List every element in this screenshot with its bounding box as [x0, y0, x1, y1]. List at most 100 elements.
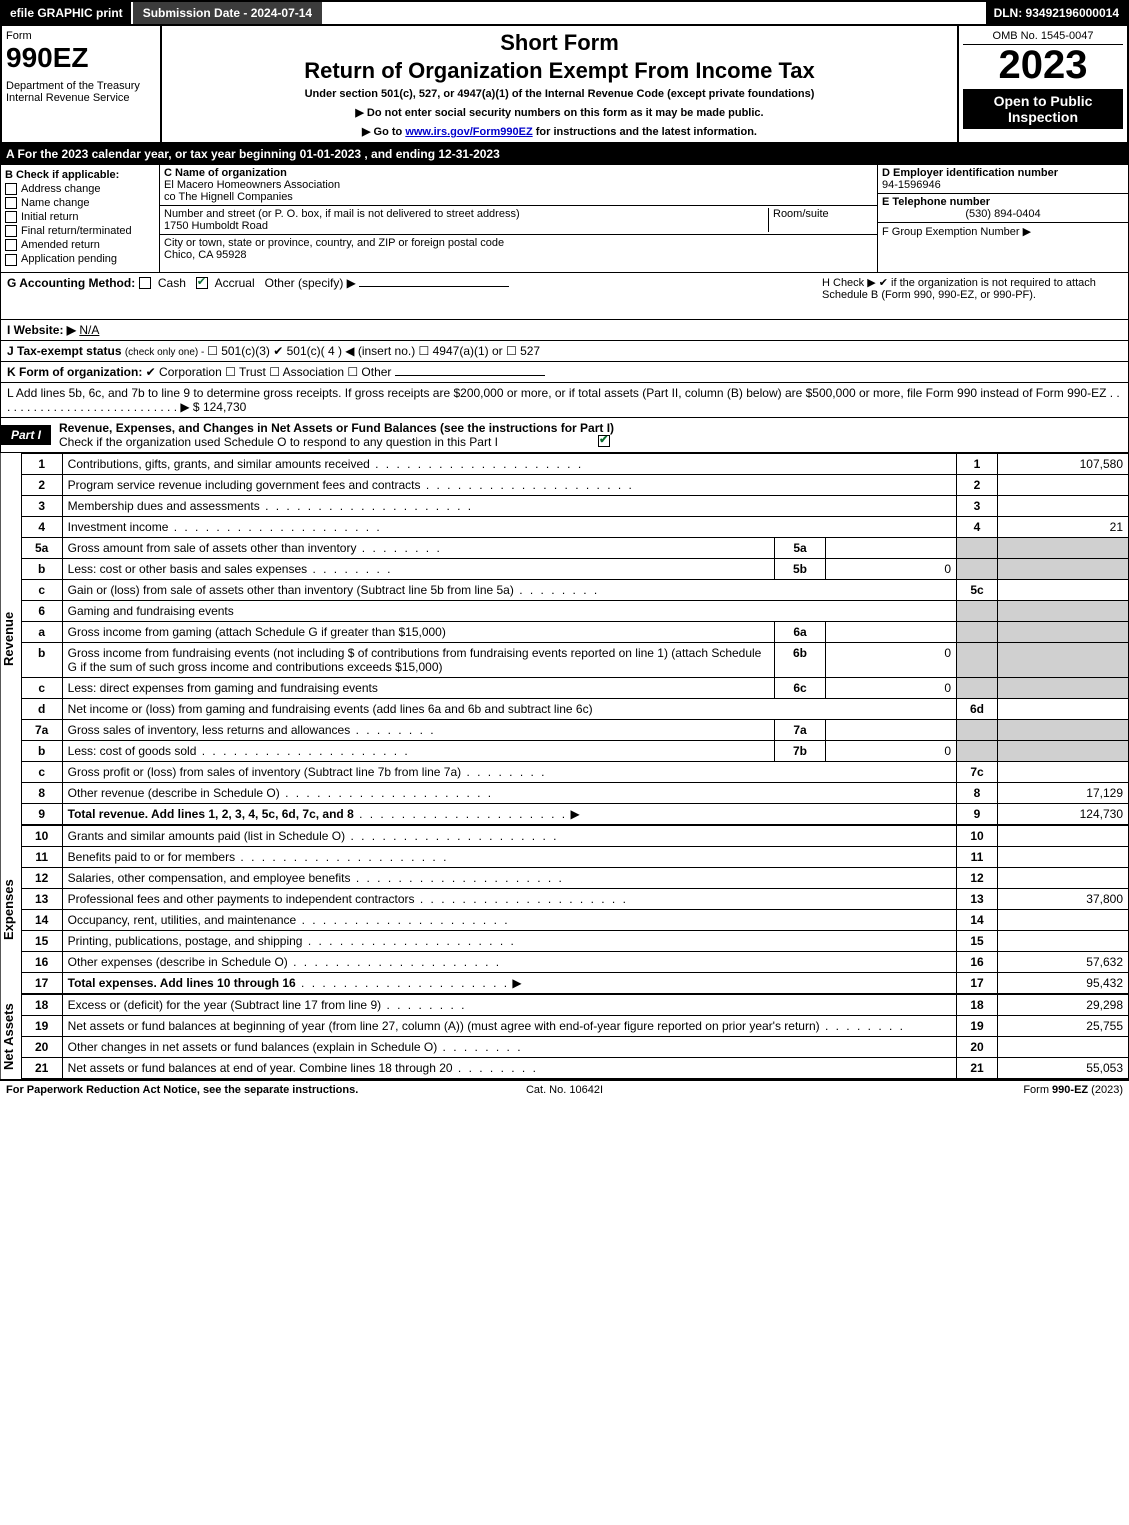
b-final-return[interactable]: Final return/terminated	[5, 225, 155, 237]
open-to-public: Open to Public Inspection	[963, 89, 1123, 129]
revenue-side-label: Revenue	[1, 453, 21, 825]
col-num: 13	[957, 888, 998, 909]
line-desc: Gross income from gaming (attach Schedul…	[62, 621, 774, 642]
e-value: (530) 894-0404	[882, 208, 1124, 220]
checkbox-icon[interactable]	[5, 197, 17, 209]
revenue-table: 1Contributions, gifts, grants, and simil…	[21, 453, 1129, 825]
b-opt-label: Application pending	[21, 253, 117, 265]
footer-left: For Paperwork Reduction Act Notice, see …	[6, 1084, 378, 1096]
expenses-side-label: Expenses	[1, 825, 21, 994]
col-num: 1	[957, 453, 998, 474]
table-row: bLess: cost or other basis and sales exp…	[21, 558, 1128, 579]
col-num: 19	[957, 1015, 998, 1036]
table-row: 21Net assets or fund balances at end of …	[21, 1057, 1128, 1078]
checkbox-icon[interactable]	[5, 183, 17, 195]
website-value: N/A	[79, 323, 99, 337]
line-desc: Other expenses (describe in Schedule O)	[62, 951, 956, 972]
b-application-pending[interactable]: Application pending	[5, 253, 155, 265]
col-num: 5c	[957, 579, 998, 600]
sub-num: 6b	[775, 642, 826, 677]
line-desc: Excess or (deficit) for the year (Subtra…	[62, 994, 956, 1015]
checkbox-icon[interactable]	[5, 225, 17, 237]
table-row: 20Other changes in net assets or fund ba…	[21, 1036, 1128, 1057]
sub-num: 6c	[775, 677, 826, 698]
sub-value: 0	[826, 740, 957, 761]
checkbox-icon[interactable]	[5, 254, 17, 266]
col-num: 17	[957, 972, 998, 993]
sub-value: 0	[826, 558, 957, 579]
col-num: 10	[957, 825, 998, 846]
table-row: 5aGross amount from sale of assets other…	[21, 537, 1128, 558]
section-b: B Check if applicable: Address change Na…	[1, 165, 160, 272]
footer-form-pre: Form	[1023, 1084, 1052, 1096]
val-shade	[998, 558, 1129, 579]
city-value: Chico, CA 95928	[164, 249, 873, 261]
ssn-warning: ▶ Do not enter social security numbers o…	[168, 106, 951, 119]
d-row: D Employer identification number 94-1596…	[878, 165, 1128, 194]
line-value: 17,129	[998, 782, 1129, 803]
form-number: 990EZ	[6, 42, 156, 74]
sub-value: 0	[826, 642, 957, 677]
e-row: E Telephone number (530) 894-0404	[878, 194, 1128, 223]
b-name-change[interactable]: Name change	[5, 197, 155, 209]
part1-label: Part I	[1, 425, 51, 445]
street-label: Number and street (or P. O. box, if mail…	[164, 208, 768, 220]
g-cash: Cash	[158, 276, 186, 290]
efile-print-label[interactable]: efile GRAPHIC print	[2, 2, 131, 24]
part1-title: Revenue, Expenses, and Changes in Net As…	[51, 418, 622, 452]
table-row: 10Grants and similar amounts paid (list …	[21, 825, 1128, 846]
f-row: F Group Exemption Number ▶	[878, 223, 1128, 240]
checkbox-checked-icon[interactable]	[598, 435, 610, 447]
line-num: 5a	[21, 537, 62, 558]
line-desc: Gain or (loss) from sale of assets other…	[62, 579, 956, 600]
line-num: 20	[21, 1036, 62, 1057]
street-row: Number and street (or P. O. box, if mail…	[160, 206, 877, 235]
checkbox-icon[interactable]	[5, 211, 17, 223]
checkbox-icon[interactable]	[139, 277, 151, 289]
section-c: C Name of organization El Macero Homeown…	[160, 165, 877, 272]
table-row: 15Printing, publications, postage, and s…	[21, 930, 1128, 951]
k-block: K Form of organization: ✔ Corporation ☐ …	[0, 362, 1129, 383]
col-num: 15	[957, 930, 998, 951]
table-row: 3Membership dues and assessments3	[21, 495, 1128, 516]
b-initial-return[interactable]: Initial return	[5, 211, 155, 223]
j-sub: (check only one) -	[125, 347, 207, 358]
line-desc: Gross amount from sale of assets other t…	[62, 537, 774, 558]
sub-value	[826, 621, 957, 642]
line-num: b	[21, 642, 62, 677]
line-num: 2	[21, 474, 62, 495]
sub-num: 7a	[775, 719, 826, 740]
line-desc: Net assets or fund balances at beginning…	[62, 1015, 956, 1036]
checkbox-icon[interactable]	[5, 239, 17, 251]
line-num: 4	[21, 516, 62, 537]
line-num: d	[21, 698, 62, 719]
val-shade	[998, 642, 1129, 677]
b-address-change[interactable]: Address change	[5, 183, 155, 195]
table-row: 16Other expenses (describe in Schedule O…	[21, 951, 1128, 972]
form-label: Form	[6, 30, 156, 42]
b-amended-return[interactable]: Amended return	[5, 239, 155, 251]
line-value	[998, 867, 1129, 888]
header-center: Short Form Return of Organization Exempt…	[162, 26, 957, 142]
col-num: 9	[957, 803, 998, 824]
col-shade	[957, 740, 998, 761]
line-value	[998, 698, 1129, 719]
line-value	[998, 909, 1129, 930]
irs-link[interactable]: www.irs.gov/Form990EZ	[405, 126, 532, 138]
room-label: Room/suite	[773, 208, 873, 220]
line-num: 11	[21, 846, 62, 867]
checkbox-checked-icon[interactable]	[196, 277, 208, 289]
line-value: 107,580	[998, 453, 1129, 474]
col-num: 4	[957, 516, 998, 537]
form-header: Form 990EZ Department of the Treasury In…	[0, 26, 1129, 144]
sub-value	[826, 719, 957, 740]
f-label: F Group Exemption Number ▶	[882, 225, 1124, 238]
b-opt-label: Address change	[21, 183, 101, 195]
header-right: OMB No. 1545-0047 2023 Open to Public In…	[957, 26, 1127, 142]
line-value	[998, 930, 1129, 951]
submission-date: Submission Date - 2024-07-14	[131, 2, 322, 24]
table-row: cGain or (loss) from sale of assets othe…	[21, 579, 1128, 600]
b-opt-label: Initial return	[21, 211, 78, 223]
line-value	[998, 846, 1129, 867]
col-shade	[957, 537, 998, 558]
